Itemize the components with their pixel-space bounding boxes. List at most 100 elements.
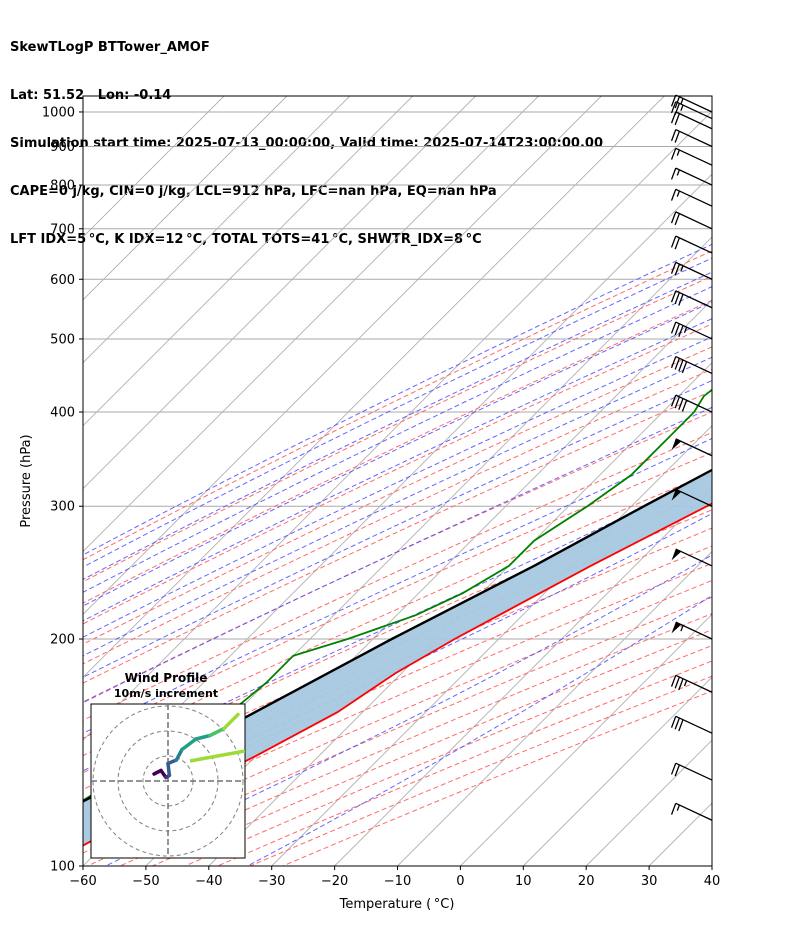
moist-adiabat: [83, 318, 712, 622]
barb-feather: [670, 262, 677, 274]
barb-feather: [670, 111, 677, 124]
barb-feather: [670, 189, 677, 201]
dry-adiabat: [83, 250, 712, 561]
barb-feather: [670, 211, 677, 224]
wind-barb: [670, 235, 713, 254]
x-tick-label: 10: [515, 874, 532, 889]
barb-feather: [678, 325, 684, 337]
wind-barb: [670, 167, 713, 186]
wind-barb: [670, 128, 713, 148]
chart-header: SkewTLogP BTTower_AMOF Lat: 51.52 Lon: -…: [10, 8, 603, 264]
barb-feather: [674, 292, 680, 305]
moist-adiabat: [83, 473, 712, 772]
barb-feather: [678, 293, 684, 306]
x-axis-label: Temperature ( °C): [339, 897, 455, 912]
barb-half-feather: [676, 149, 680, 156]
barb-staff: [675, 321, 713, 340]
barb-feather: [674, 358, 680, 370]
hodograph-segment: [166, 761, 172, 778]
barb-staff: [675, 235, 713, 254]
barb-staff: [675, 211, 713, 230]
wind-barb: [671, 621, 713, 640]
isotherm-line: [522, 676, 712, 866]
y-tick-label: 900: [50, 140, 75, 155]
barb-pennant: [671, 489, 682, 501]
x-tick-label: 20: [578, 874, 595, 889]
barb-staff: [675, 128, 713, 148]
wind-barb: [670, 290, 713, 309]
y-tick-label: 500: [50, 332, 75, 347]
barb-half-feather: [680, 98, 684, 105]
moist-adiabat: [83, 437, 712, 734]
barb-feather: [678, 359, 684, 372]
x-tick-label: −20: [321, 874, 348, 889]
barb-feather: [678, 678, 684, 691]
barb-half-feather: [683, 326, 688, 333]
moist-adiabat: [83, 271, 712, 581]
barb-feather: [674, 323, 680, 336]
barb-feather: [674, 113, 680, 126]
isotherm-line: [648, 802, 712, 866]
barb-feather: [670, 290, 677, 303]
barb-feather: [674, 764, 680, 777]
barb-feather: [670, 129, 677, 142]
x-tick-label: −50: [132, 874, 159, 889]
hodograph-segment: [174, 747, 184, 762]
time-line: Simulation start time: 2025-07-13_00:00:…: [10, 136, 603, 151]
barb-feather: [674, 213, 680, 226]
barb-feather: [670, 803, 677, 815]
dry-adiabat: [83, 452, 712, 739]
hodograph-segment: [180, 737, 198, 752]
moist-adiabat: [83, 406, 712, 704]
barb-feather: [674, 131, 680, 143]
wind-barb: [671, 438, 713, 457]
barb-half-feather: [680, 625, 684, 632]
y-tick-label: 300: [50, 500, 75, 515]
barb-feather: [670, 101, 677, 114]
x-tick-label: −10: [384, 874, 411, 889]
barb-feather: [678, 719, 684, 732]
barb-staff: [675, 290, 713, 309]
isotherm-line: [208, 362, 712, 866]
barb-feather: [678, 398, 684, 411]
barb-feather: [670, 94, 677, 107]
barb-feather: [670, 148, 677, 160]
dry-adiabat: [282, 690, 712, 866]
barb-pennant: [671, 622, 682, 634]
isotherm-line: [711, 865, 712, 866]
isotherm-line: [334, 487, 712, 866]
isotherm-line: [83, 110, 712, 741]
barb-staff: [675, 94, 713, 113]
isotherm-line: [83, 96, 351, 364]
barb-staff: [675, 621, 713, 640]
wind-barb: [670, 321, 713, 340]
isotherm-line: [460, 613, 712, 866]
dewpoint-profile: [83, 388, 712, 802]
hodograph-segment: [222, 712, 240, 731]
barb-half-feather: [676, 190, 680, 197]
isotherm-line: [271, 425, 712, 866]
wind-barb: [670, 188, 713, 207]
y-tick-label: 1000: [42, 105, 75, 120]
wind-barb: [670, 211, 713, 230]
barb-feather: [674, 263, 680, 276]
isotherm-line: [83, 96, 665, 678]
barb-feather: [670, 321, 677, 334]
wind-barb: [670, 111, 713, 130]
barb-half-feather: [680, 104, 684, 111]
barb-half-feather: [676, 804, 680, 811]
x-tick-label: −30: [258, 874, 285, 889]
barb-feather: [674, 396, 680, 409]
dry-adiabat: [83, 323, 712, 625]
barb-feather: [674, 717, 680, 730]
dry-adiabat: [83, 299, 712, 604]
barb-feather: [674, 676, 680, 689]
y-tick-label: 200: [50, 633, 75, 648]
wind-barb: [670, 94, 713, 113]
barb-staff: [675, 188, 713, 207]
isotherm-line: [83, 96, 476, 490]
wind-barb: [671, 488, 713, 507]
parcel-profile: [83, 468, 712, 803]
barb-staff: [675, 715, 713, 734]
wind-barb: [670, 101, 713, 120]
